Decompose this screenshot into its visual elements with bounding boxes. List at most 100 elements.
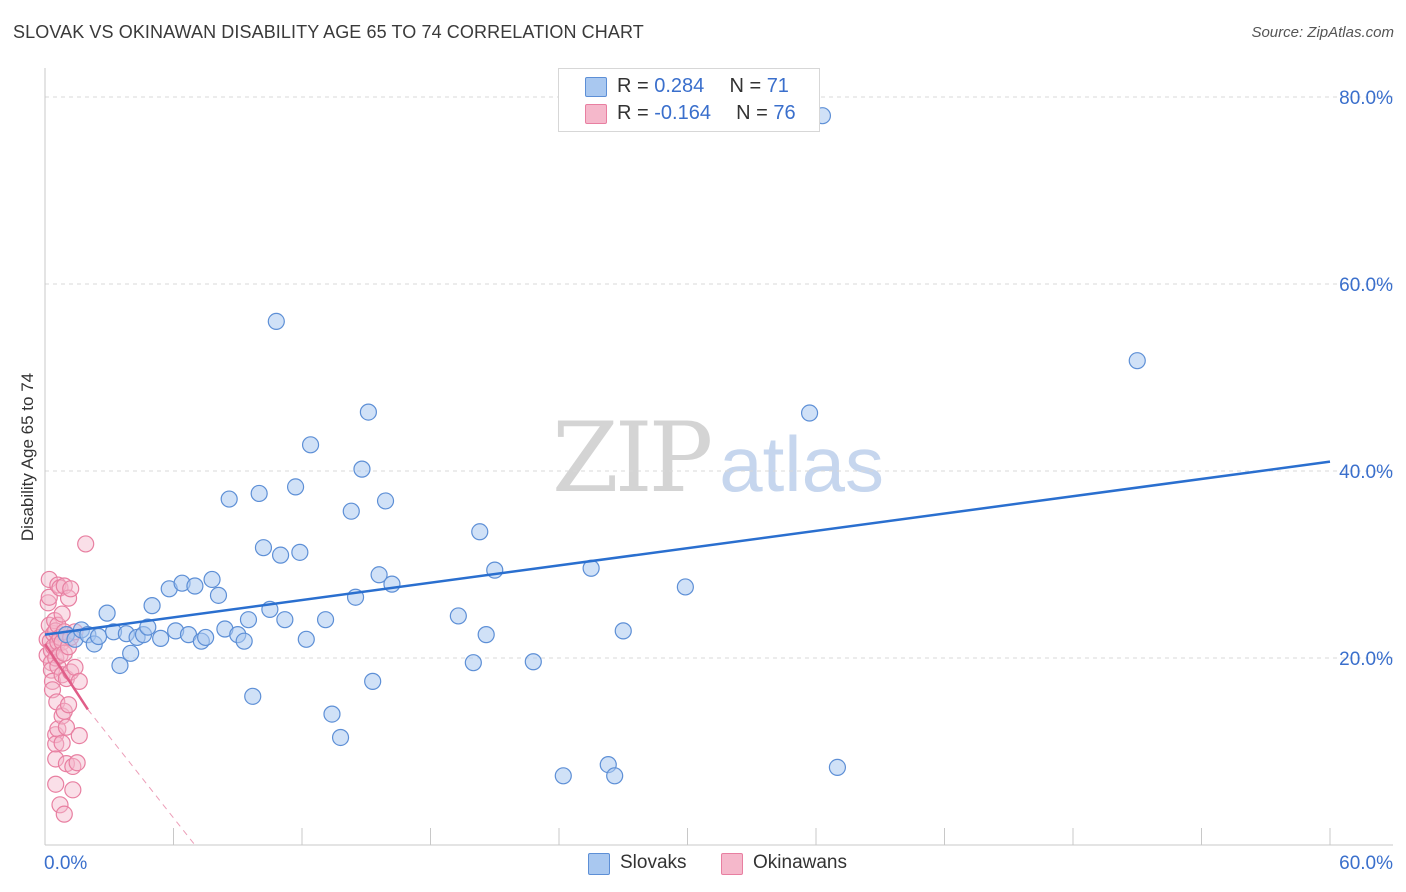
slovaks-point [89, 627, 108, 646]
okinawans-point [62, 580, 80, 598]
legend-r-label: R = [617, 102, 655, 124]
okinawans-trend-line [43, 643, 89, 711]
slovaks-point [316, 611, 335, 629]
legend-n-value-slovaks: 71 [766, 75, 789, 97]
x-tick-label-max: 60.0% [1339, 853, 1393, 874]
slovaks-point [152, 629, 170, 647]
okinawans-point [77, 535, 95, 553]
slovaks-point [111, 656, 129, 675]
slovaks-point [471, 523, 489, 541]
okinawans-point [57, 718, 76, 736]
slovaks-point [464, 654, 482, 672]
okinawans-point [39, 594, 57, 612]
slovaks-point [342, 502, 360, 520]
slovaks-point [301, 436, 320, 454]
slovaks-trend-line [44, 460, 1331, 636]
slovaks-point [353, 460, 371, 478]
slovaks-point [271, 546, 290, 564]
okinawans-point [49, 576, 67, 594]
okinawans-point [47, 750, 65, 768]
tick-labels: 20.0% 40.0% 60.0% 80.0% 0.0% 60.0% [44, 88, 1393, 874]
slovaks-point [220, 490, 238, 508]
slovaks-point [276, 611, 294, 629]
bottom-legend-label-okinawans: Okinawans [753, 852, 847, 873]
okinawans-point [53, 605, 71, 623]
legend-n-value-okinawans: 76 [773, 102, 796, 124]
y-tick-label: 40.0% [1339, 462, 1393, 483]
slovaks-point [286, 478, 305, 496]
slovaks-point [449, 607, 467, 625]
y-axis-label: Disability Age 65 to 74 [18, 373, 37, 541]
slovaks-point [364, 672, 382, 690]
slovaks-point [139, 618, 157, 636]
y-tick-label: 20.0% [1339, 649, 1393, 670]
slovaks-point [614, 622, 632, 640]
watermark-atlas: atlas [719, 420, 884, 508]
slovaks-point [554, 767, 572, 785]
trend-lines [43, 460, 1331, 846]
legend-swatch-okinawans [585, 104, 607, 124]
okinawans-trend-extension [87, 709, 196, 846]
slovaks-point [239, 611, 258, 629]
slovaks-point [186, 577, 204, 595]
slovaks-point [98, 604, 116, 622]
slovaks-point [370, 566, 388, 584]
okinawans-point [70, 672, 88, 690]
okinawans-point [55, 805, 73, 823]
okinawans-point [59, 696, 78, 714]
slovaks-point [209, 586, 228, 604]
correlation-legend: R = 0.284 N = 71 R = -0.164 N = 76 [558, 68, 820, 132]
slovaks-point [606, 767, 624, 785]
slovaks-point [331, 728, 350, 747]
chart-title: SLOVAK VS OKINAWAN DISABILITY AGE 65 TO … [13, 22, 644, 42]
okinawans-point [66, 658, 84, 676]
legend-r-value-okinawans: -0.164 [654, 102, 711, 124]
watermark-zip: ZIP [552, 402, 713, 514]
slovaks-point [250, 484, 268, 503]
legend-n-label: N = [736, 102, 774, 124]
source-label: Source: ZipAtlas.com [1251, 24, 1394, 41]
axes [44, 68, 1393, 846]
okinawans-point [47, 775, 65, 793]
x-tick-label-min: 0.0% [44, 853, 87, 874]
slovaks-point [267, 312, 285, 330]
legend-r-label: R = [617, 75, 655, 97]
slovaks-point [828, 758, 847, 776]
okinawans-point [68, 754, 86, 772]
slovaks-point [203, 570, 221, 589]
slovaks-point [676, 578, 694, 596]
slovaks-point [291, 543, 309, 561]
watermark: ZIP atlas [552, 402, 884, 514]
slovaks-point [297, 630, 315, 648]
okinawans-point [47, 735, 65, 753]
okinawans-point [70, 727, 88, 745]
slovaks-point [244, 687, 262, 705]
slovaks-point [323, 705, 341, 723]
bottom-legend-swatch-slovaks [588, 853, 610, 875]
okinawans-point [51, 796, 69, 814]
slovaks-point [800, 404, 819, 422]
gridlines [45, 96, 1393, 659]
slovaks-point [359, 403, 377, 421]
slovaks-point [122, 644, 140, 662]
legend-n-label: N = [729, 75, 767, 97]
okinawans-points [38, 535, 95, 823]
y-tick-label: 80.0% [1339, 88, 1393, 109]
slovaks-point [376, 492, 395, 510]
slovaks-point [477, 626, 495, 644]
slovaks-point [524, 653, 542, 671]
legend-r-value-slovaks: 0.284 [654, 75, 705, 97]
bottom-legend-label-slovaks: Slovaks [620, 852, 687, 873]
slovaks-points [57, 107, 1146, 785]
slovaks-point [235, 632, 253, 650]
slovaks-point [1128, 352, 1146, 370]
okinawans-point [53, 734, 71, 752]
slovaks-point [197, 628, 215, 647]
okinawans-point [64, 781, 82, 799]
slovaks-point [143, 597, 161, 615]
legend-swatch-slovaks [585, 77, 607, 97]
bottom-legend-swatch-okinawans [721, 853, 743, 875]
slovaks-point [254, 539, 273, 557]
y-tick-label: 60.0% [1339, 275, 1393, 296]
